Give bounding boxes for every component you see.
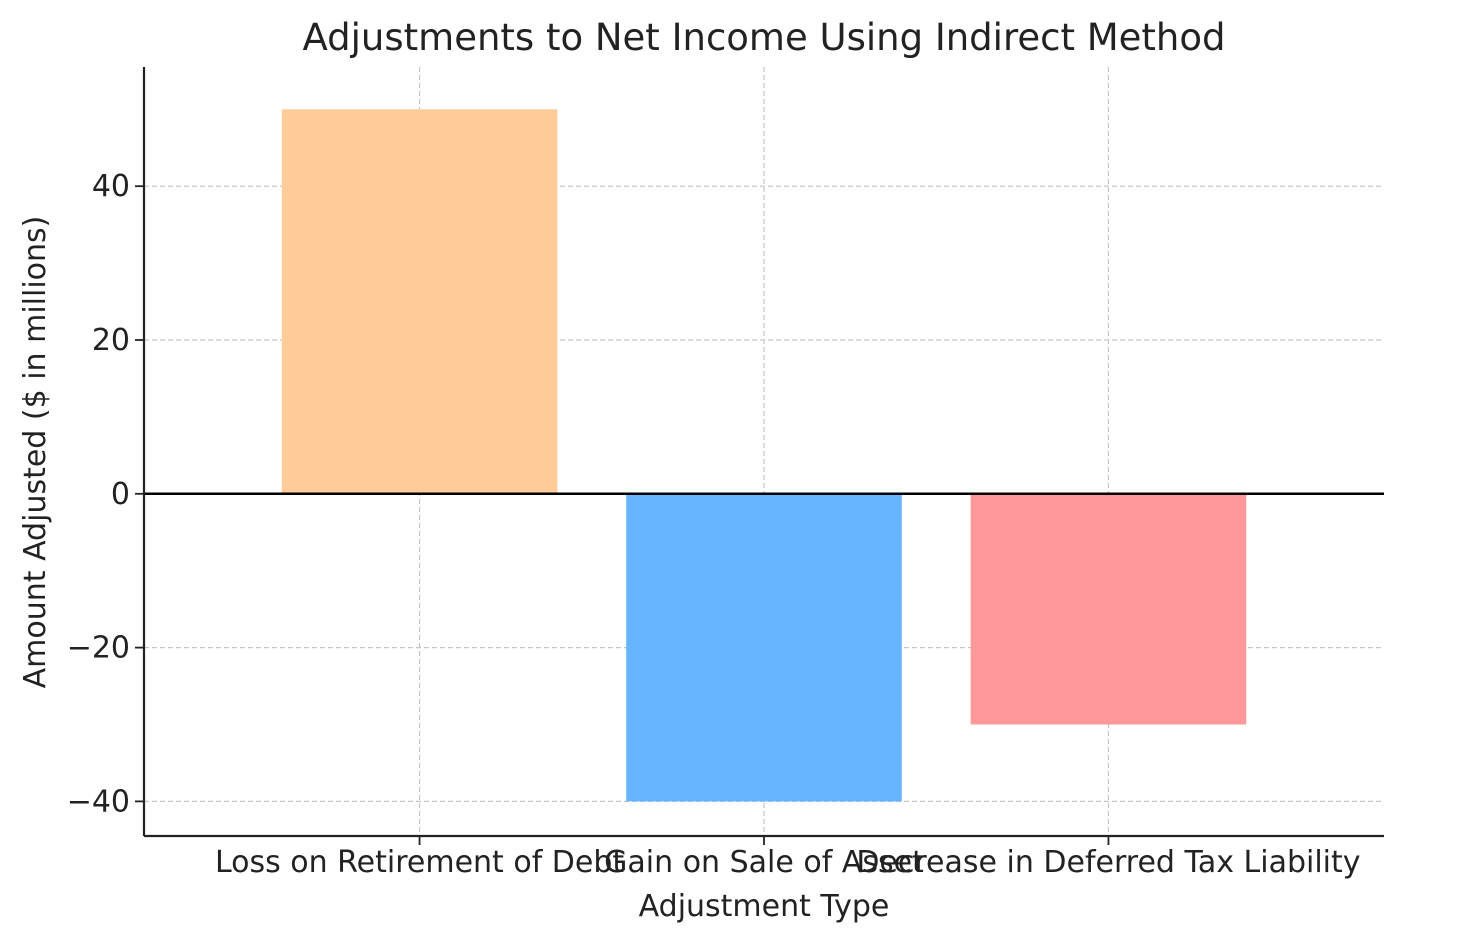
chart-title: Adjustments to Net Income Using Indirect… bbox=[303, 16, 1226, 59]
x-axis-label: Adjustment Type bbox=[639, 889, 890, 924]
x-tick-label: Loss on Retirement of Debt bbox=[215, 845, 624, 880]
bar bbox=[626, 493, 902, 802]
bars bbox=[281, 109, 1247, 802]
x-tick-label: Gain on Sale of Asset bbox=[604, 845, 924, 880]
y-tick-label: 0 bbox=[111, 477, 130, 512]
y-tick-label: −40 bbox=[67, 784, 130, 819]
y-tick-label: −20 bbox=[67, 631, 130, 666]
y-ticks: −40 −20 0 20 40 bbox=[67, 169, 144, 819]
y-axis-label: Amount Adjusted ($ in millions) bbox=[18, 216, 53, 689]
y-tick-label: 40 bbox=[92, 169, 130, 204]
bar bbox=[281, 109, 558, 494]
x-tick-label: Decrease in Deferred Tax Liability bbox=[856, 845, 1360, 880]
y-tick-label: 20 bbox=[92, 323, 130, 358]
bar bbox=[970, 493, 1247, 725]
